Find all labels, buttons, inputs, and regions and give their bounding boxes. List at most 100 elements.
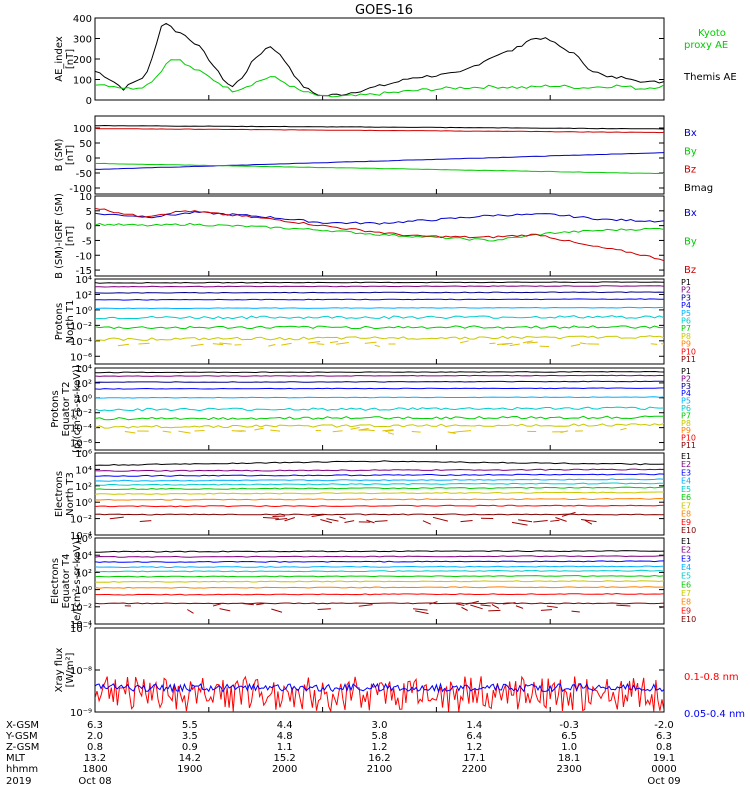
series-fragment	[275, 518, 288, 521]
y-tick-label: -5	[82, 236, 92, 247]
series-fragment	[219, 608, 231, 612]
legend-label: E3	[681, 468, 691, 477]
x-tick-value: 1.2	[466, 742, 482, 753]
y-tick-label: 10	[79, 192, 92, 203]
series-fragment	[256, 603, 265, 606]
legend-label: P3	[681, 382, 691, 391]
series-fragment	[242, 602, 254, 606]
y-axis-label: [nT]	[65, 226, 76, 246]
series-fragment	[364, 341, 377, 344]
y-tick-label: 0	[86, 154, 92, 165]
series-fragment	[187, 609, 194, 614]
series-fragment	[284, 517, 295, 522]
y-axis-label: Equator T4	[61, 554, 72, 609]
series-fragment	[270, 429, 281, 432]
y-tick-label: 100	[73, 76, 92, 87]
y-tick-label: 10⁻⁸	[70, 666, 92, 677]
series-fragment	[411, 431, 421, 433]
x-tick-value: 6.3	[656, 731, 672, 742]
x-tick-value: 2.0	[87, 731, 103, 742]
series-fragment	[459, 340, 469, 344]
legend-label: Themis AE	[683, 72, 737, 83]
x-tick-value: 17.1	[463, 753, 485, 764]
panel-frame	[94, 17, 665, 101]
legend-label: P8	[681, 332, 691, 341]
y-tick-label: -100	[69, 184, 92, 195]
legend-label: P6	[681, 317, 691, 326]
y-tick-label: 10²	[75, 568, 92, 579]
x-tick-value: 2100	[367, 764, 392, 775]
y-tick-label: 10⁻²	[70, 603, 92, 614]
series-fragment	[344, 520, 355, 523]
x-tick-value: 0000	[651, 764, 676, 775]
y-tick-label: 50	[79, 139, 92, 150]
panel-3: -15 -10 -5 0 5 10 B (SM)-IGRF (SM) [nT] Bx By Bz	[54, 192, 697, 279]
x-tick-value: -0.3	[559, 720, 579, 731]
y-axis-label: North T1	[65, 300, 76, 344]
series-fragment	[491, 604, 500, 609]
x-tick-value: 1.1	[277, 742, 293, 753]
series-fragment	[546, 605, 558, 608]
y-tick-label: 10²	[75, 290, 92, 301]
series-line	[95, 504, 664, 508]
x-tick-value: 5.5	[182, 720, 198, 731]
series-line	[95, 335, 664, 341]
x-tick-value: Oct 08	[78, 776, 111, 787]
legend-label: E10	[681, 526, 696, 535]
series-fragment	[616, 604, 631, 607]
series-line	[95, 569, 664, 573]
series-fragment	[461, 606, 468, 611]
series-fragment	[358, 604, 373, 607]
y-tick-label: 10⁻⁶	[70, 352, 92, 363]
legend-label: P1	[681, 278, 691, 287]
y-axis-label: B (SM)-IGRF (SM)	[54, 193, 65, 279]
y-tick-label: 10⁻⁷	[70, 624, 92, 635]
y-tick-label: 10⁴	[75, 551, 92, 562]
y-tick-label: 200	[73, 55, 92, 66]
series-line	[95, 298, 664, 301]
x-tick-value: 0.9	[182, 742, 198, 753]
x-tick-value: 0.8	[87, 742, 103, 753]
series-fragment	[540, 609, 553, 611]
series-fragment	[336, 342, 349, 345]
series-line	[95, 315, 664, 320]
legend-label: E4	[681, 477, 691, 486]
x-row-label: Z-GSM	[6, 742, 39, 753]
series-fragment	[124, 430, 136, 434]
legend-label: E8	[681, 598, 691, 607]
legend-label: P5	[681, 397, 691, 406]
legend-label: P9	[681, 340, 691, 349]
y-tick-label: 10⁻⁴	[70, 620, 92, 631]
series-fragment	[268, 343, 276, 347]
series-line	[95, 306, 664, 310]
y-tick-label: 10⁰	[75, 498, 92, 509]
series-line	[95, 482, 664, 486]
legend-label: P4	[681, 301, 691, 310]
x-row-label: 2019	[6, 776, 31, 787]
y-tick-label: 10⁰	[75, 586, 92, 597]
y-axis-label: Protons	[54, 303, 65, 340]
x-row-label: Y-GSM	[5, 731, 38, 742]
x-tick-value: 13.2	[84, 753, 106, 764]
x-tick-value: 6.5	[561, 731, 577, 742]
series-fragment	[560, 430, 569, 433]
series-line	[95, 675, 664, 712]
series-fragment	[212, 603, 222, 607]
series-fragment	[502, 602, 516, 605]
series-fragment	[526, 341, 538, 344]
legend-label: P7	[681, 324, 691, 333]
series-fragment	[109, 516, 124, 520]
y-axis-label: [nT]	[65, 145, 76, 165]
legend-label: Bmag	[684, 183, 713, 194]
y-tick-label: 10⁻²	[70, 515, 92, 526]
series-line	[95, 468, 664, 472]
series-fragment	[579, 342, 587, 345]
series-line	[95, 560, 664, 563]
x-tick-value: 18.1	[558, 753, 580, 764]
y-tick-label: 10⁶	[75, 534, 92, 545]
x-row-label: X-GSM	[6, 720, 39, 731]
x-tick-value: 1.0	[561, 742, 577, 753]
series-line	[95, 473, 664, 477]
series-fragment	[281, 342, 292, 346]
